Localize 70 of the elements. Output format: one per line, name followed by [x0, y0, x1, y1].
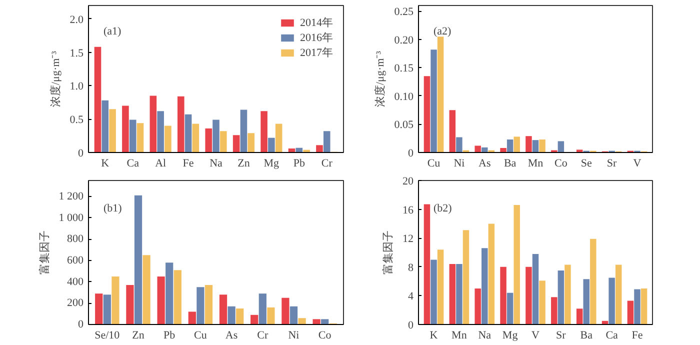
- x-tick-label: Ni: [454, 158, 465, 170]
- y-tick-label: 0: [408, 320, 414, 332]
- y-tick-label: 600: [67, 254, 84, 266]
- y-tick-label: 8: [408, 262, 414, 274]
- x-tick-label: Na: [210, 158, 223, 170]
- x-tick-label: V: [633, 158, 642, 170]
- y-tick-label: 1.5: [70, 47, 84, 60]
- annotation: (b1): [104, 202, 122, 214]
- x-tick-label: Zn: [132, 330, 145, 342]
- y-axis-title: 富集因子: [38, 230, 51, 274]
- legend-label: 2017年: [300, 46, 333, 60]
- y-axis-title: 浓度/μg·m⁻³: [373, 50, 386, 107]
- annotation: (b2): [434, 202, 452, 214]
- y-tick-label: 0.25: [394, 6, 414, 18]
- y-axis-title: 富集因子: [382, 230, 394, 274]
- annotation: (a2): [434, 26, 452, 38]
- x-tick-label: Pb: [164, 330, 176, 342]
- x-tick-label: Ca: [126, 158, 140, 170]
- y-tick-label: 200: [67, 297, 84, 310]
- annotation: (a1): [104, 26, 122, 38]
- y-tick-label: 0.5: [70, 114, 84, 126]
- x-tick-label: Fe: [182, 158, 194, 170]
- x-tick-label: K: [430, 330, 438, 342]
- x-tick-label: Pb: [293, 158, 306, 170]
- x-tick-label: Cr: [321, 158, 333, 170]
- y-tick-label: 12: [402, 233, 414, 246]
- x-tick-label: Mn: [528, 158, 544, 170]
- x-tick-label: Cu: [427, 158, 441, 170]
- x-tick-label: Mg: [502, 330, 518, 342]
- x-tick-label: K: [101, 158, 110, 170]
- y-tick-label: 0.15: [394, 62, 414, 75]
- y-tick-label: 0.10: [394, 90, 414, 103]
- y-tick-label: 2.0: [70, 14, 84, 26]
- x-tick-label: V: [532, 330, 540, 342]
- y-tick-label: 0.05: [394, 119, 414, 132]
- x-tick-label: Ni: [288, 330, 300, 342]
- y-tick-label: 0: [408, 148, 414, 160]
- x-tick-label: Mn: [452, 330, 468, 342]
- y-tick-label: 16: [402, 204, 414, 216]
- x-tick-label: Na: [478, 330, 492, 342]
- x-tick-label: Cr: [257, 330, 268, 342]
- y-tick-label: 800: [67, 233, 84, 246]
- y-tick-label: 1 000: [58, 212, 84, 224]
- y-tick-label: 400: [67, 276, 84, 288]
- x-tick-label: Co: [554, 158, 568, 170]
- x-tick-label: Ba: [580, 330, 593, 342]
- y-axis-title: 浓度/μg·m⁻³: [48, 50, 62, 107]
- x-tick-label: As: [225, 330, 238, 342]
- x-tick-label: Ca: [606, 330, 618, 342]
- y-tick-label: 1.0: [70, 80, 84, 93]
- x-tick-label: Co: [318, 330, 332, 342]
- x-tick-label: Se/10: [94, 330, 120, 342]
- x-tick-label: Al: [155, 158, 166, 170]
- x-tick-label: As: [478, 158, 491, 170]
- y-tick-label: 0: [78, 318, 84, 330]
- x-tick-label: Zn: [238, 158, 250, 170]
- y-tick-label: 1 200: [58, 190, 84, 202]
- y-tick-label: 0: [78, 148, 84, 160]
- y-tick-label: 0.20: [394, 34, 414, 46]
- x-tick-label: Se: [580, 158, 592, 170]
- x-tick-label: Mg: [264, 158, 280, 170]
- x-tick-label: Sr: [606, 158, 618, 170]
- legend-label: 2016年: [300, 31, 333, 45]
- x-tick-label: Cu: [194, 330, 208, 342]
- y-tick-label: 20: [402, 176, 414, 188]
- legend-label: 2014年: [300, 16, 333, 30]
- x-tick-label: Sr: [556, 330, 566, 342]
- x-tick-label: Ba: [504, 158, 516, 170]
- y-tick-label: 4: [408, 290, 414, 303]
- x-tick-label: Fe: [632, 330, 643, 342]
